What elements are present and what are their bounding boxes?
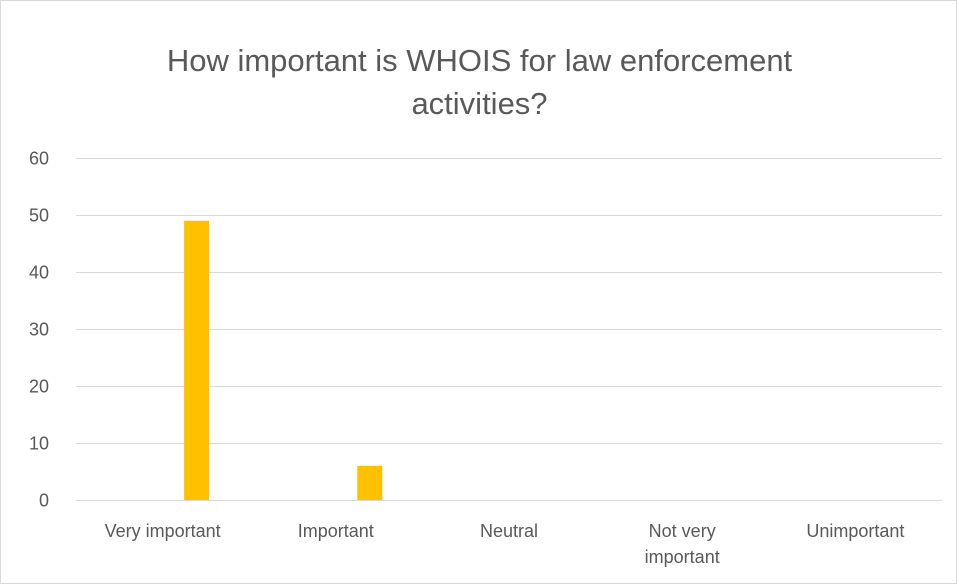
chart-title-line-1: How important is WHOIS for law enforceme… bbox=[166, 43, 793, 78]
y-tick-label: 20 bbox=[29, 377, 49, 397]
x-category-label: Neutral bbox=[480, 521, 538, 541]
x-category-label: Not very bbox=[649, 521, 716, 541]
chart-title: How important is WHOIS for law enforceme… bbox=[1, 39, 957, 125]
x-category-label: Unimportant bbox=[806, 521, 904, 541]
x-category-label: important bbox=[645, 547, 720, 567]
x-category-label: Important bbox=[298, 521, 374, 541]
y-tick-label: 60 bbox=[29, 149, 49, 169]
y-axis-ticks: 0 10 20 30 40 50 60 bbox=[29, 149, 49, 511]
y-tick-label: 10 bbox=[29, 434, 49, 454]
x-axis-labels: Very important Important Neutral Not very im… bbox=[105, 521, 905, 567]
y-tick-label: 0 bbox=[39, 491, 49, 511]
y-tick-label: 50 bbox=[29, 206, 49, 226]
chart-title-line-2: activities? bbox=[411, 86, 548, 121]
bars bbox=[184, 220, 383, 500]
y-tick-label: 30 bbox=[29, 320, 49, 340]
x-category-label: Very important bbox=[105, 521, 221, 541]
bar bbox=[357, 465, 383, 500]
y-tick-label: 40 bbox=[29, 263, 49, 283]
bar bbox=[184, 220, 210, 500]
gridlines bbox=[76, 158, 942, 501]
